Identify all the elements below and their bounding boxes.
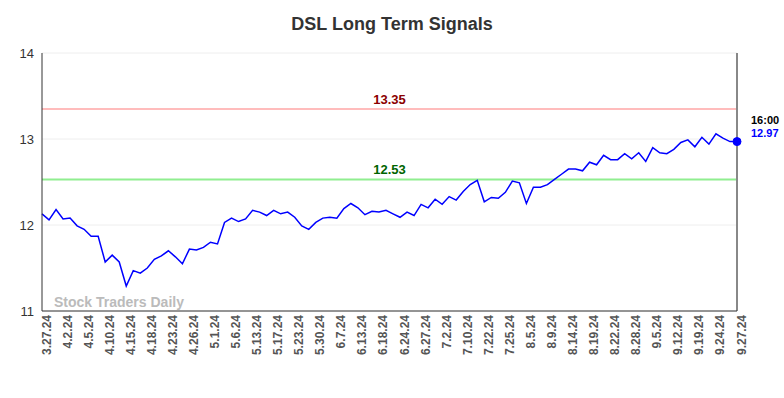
svg-text:4.10.24: 4.10.24 xyxy=(103,315,117,355)
svg-text:6.24.24: 6.24.24 xyxy=(398,315,412,355)
svg-text:13.35: 13.35 xyxy=(373,92,406,107)
svg-text:7.10.24: 7.10.24 xyxy=(461,315,475,355)
svg-text:12: 12 xyxy=(20,218,34,233)
svg-text:8.14.24: 8.14.24 xyxy=(566,315,580,355)
svg-text:8.19.24: 8.19.24 xyxy=(587,315,601,355)
svg-text:4.23.24: 4.23.24 xyxy=(166,315,180,355)
svg-text:7.2.24: 7.2.24 xyxy=(440,315,454,349)
svg-text:13: 13 xyxy=(20,132,34,147)
svg-text:9.5.24: 9.5.24 xyxy=(650,315,664,349)
svg-text:6.27.24: 6.27.24 xyxy=(419,315,433,355)
svg-text:5.6.24: 5.6.24 xyxy=(229,315,243,349)
svg-text:4.2.24: 4.2.24 xyxy=(61,315,75,349)
svg-text:8.22.24: 8.22.24 xyxy=(608,315,622,355)
svg-text:8.5.24: 8.5.24 xyxy=(524,315,538,349)
svg-text:4.18.24: 4.18.24 xyxy=(145,315,159,355)
svg-text:14: 14 xyxy=(20,46,34,61)
html-text:DSL Long Term Signals: DSL Long Term Signals xyxy=(291,14,493,34)
svg-text:4.15.24: 4.15.24 xyxy=(124,315,138,355)
svg-text:9.12.24: 9.12.24 xyxy=(671,315,685,355)
svg-text:12.97: 12.97 xyxy=(751,127,776,139)
svg-text:6.13.24: 6.13.24 xyxy=(355,315,369,355)
svg-text:16:00: 16:00 xyxy=(751,114,776,126)
svg-text:5.17.24: 5.17.24 xyxy=(271,315,285,355)
svg-text:9.27.24: 9.27.24 xyxy=(735,315,749,355)
svg-text:8.9.24: 8.9.24 xyxy=(545,315,559,349)
svg-text:5.30.24: 5.30.24 xyxy=(313,315,327,355)
svg-text:7.22.24: 7.22.24 xyxy=(482,315,496,355)
svg-text:5.13.24: 5.13.24 xyxy=(250,315,264,355)
svg-text:6.7.24: 6.7.24 xyxy=(334,315,348,349)
svg-text:4.26.24: 4.26.24 xyxy=(187,315,201,355)
svg-text:8.28.24: 8.28.24 xyxy=(629,315,643,355)
svg-text:5.23.24: 5.23.24 xyxy=(292,315,306,355)
svg-text:12.53: 12.53 xyxy=(373,162,406,177)
html-text:Stock Traders Daily: Stock Traders Daily xyxy=(54,294,184,310)
svg-text:9.24.24: 9.24.24 xyxy=(713,315,727,355)
svg-text:6.18.24: 6.18.24 xyxy=(376,315,390,355)
svg-text:3.27.24: 3.27.24 xyxy=(40,315,54,355)
svg-text:9.19.24: 9.19.24 xyxy=(692,315,706,355)
svg-text:7.25.24: 7.25.24 xyxy=(503,315,517,355)
svg-text:11: 11 xyxy=(21,304,35,319)
svg-text:5.1.24: 5.1.24 xyxy=(208,315,222,349)
svg-text:4.5.24: 4.5.24 xyxy=(82,315,96,349)
